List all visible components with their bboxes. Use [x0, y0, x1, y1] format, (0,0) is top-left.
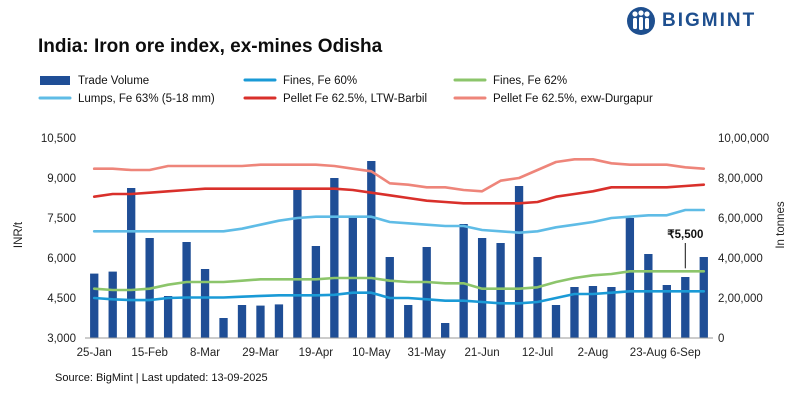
volume-bar	[496, 243, 505, 338]
legend-label: Lumps, Fe 63% (5-18 mm)	[78, 93, 215, 105]
volume-bar	[551, 305, 561, 338]
x-tick-label: 23-Aug	[630, 347, 667, 359]
bigmint-logo: BIGMINT	[626, 6, 756, 36]
legend-item-lumps63: Lumps, Fe 63% (5-18 mm)	[38, 93, 215, 105]
legend-label: Trade Volume	[78, 75, 149, 87]
volume-bar	[681, 277, 690, 338]
pellet_ltw-line	[92, 183, 706, 205]
volume-bar	[422, 247, 431, 338]
x-tick-label: 15-Feb	[131, 347, 167, 359]
volume-bar	[404, 305, 413, 338]
y2-tick-label: 6,00,000	[718, 213, 763, 225]
y-axis-title: INR/t	[13, 221, 25, 248]
volume-bar	[293, 189, 302, 338]
x-tick-label: 19-Apr	[299, 347, 334, 359]
axes: 3,000 4,500 6,000 7,500 9,000 10,500 0 2,00,000…	[41, 133, 769, 359]
volume-bar	[200, 269, 210, 338]
legend-swatch	[40, 76, 70, 85]
bigmint-logo-icon	[627, 7, 655, 35]
volume-bar	[330, 178, 339, 338]
y2-tick-label: 0	[718, 333, 724, 345]
volume-bar	[274, 304, 284, 338]
volume-bar	[256, 305, 265, 338]
x-tick-label: 25-Jan	[77, 347, 112, 359]
volume-bar	[182, 242, 191, 338]
volume-bar	[570, 287, 579, 338]
legend-label: Pellet Fe 62.5%, LTW-Barbil	[283, 93, 427, 105]
volume-bar	[219, 318, 228, 338]
legend-label: Fines, Fe 60%	[283, 75, 357, 87]
y-tick-label: 6,000	[47, 253, 76, 265]
y-tick-label: 3,000	[47, 333, 76, 345]
x-tick-label: 31-May	[408, 347, 447, 359]
volume-bar	[644, 254, 653, 338]
volume-bar	[588, 286, 598, 338]
volume-bar	[699, 257, 708, 338]
volume-bar	[625, 218, 635, 338]
legend-item-pellet_exw: Pellet Fe 62.5%, exw-Durgapur	[453, 93, 653, 105]
volume-bar	[514, 186, 524, 338]
volume-bar	[90, 273, 99, 338]
source-note: Source: BigMint | Last updated: 13-09-20…	[55, 372, 268, 384]
volume-bar	[459, 224, 468, 338]
legend-label: Fines, Fe 62%	[493, 75, 567, 87]
x-tick-label: 12-Jul	[522, 347, 553, 359]
pellet_exw-line	[92, 158, 706, 193]
y-tick-label: 10,500	[41, 133, 76, 145]
volume-bar	[127, 188, 136, 338]
legend-item-pellet_ltw: Pellet Fe 62.5%, LTW-Barbil	[243, 93, 427, 105]
volume-bar	[237, 305, 247, 338]
legend-item-fines62: Fines, Fe 62%	[453, 75, 567, 87]
volume-bar	[108, 271, 117, 338]
y2-tick-label: 10,00,000	[718, 133, 769, 145]
fines62-line	[92, 269, 706, 292]
price-annotation: ₹5,500	[667, 229, 703, 241]
y2-tick-label: 2,00,000	[718, 293, 763, 305]
volume-bar	[163, 296, 173, 338]
y-tick-label: 7,500	[47, 213, 76, 225]
volume-bar	[441, 323, 450, 338]
legend-item-volume: Trade Volume	[40, 75, 149, 87]
legend-label: Pellet Fe 62.5%, exw-Durgapur	[493, 93, 653, 105]
y-tick-label: 4,500	[47, 293, 76, 305]
lumps63-line	[92, 208, 706, 234]
x-tick-label: 21-Jun	[465, 347, 500, 359]
x-tick-label: 29-Mar	[242, 347, 279, 359]
volume-bar	[662, 285, 671, 338]
legend: Trade Volume Fines, Fe 60% Fines, Fe 62% Lu…	[38, 75, 653, 105]
volume-bar	[311, 246, 321, 338]
x-tick-label: 8-Mar	[190, 347, 220, 359]
volume-bar	[607, 287, 616, 338]
x-tick-label: 6-Sep	[670, 347, 701, 359]
bigmint-logo-text: BIGMINT	[662, 10, 757, 31]
x-tick-label: 2-Aug	[578, 347, 609, 359]
fines60-line	[92, 289, 706, 305]
y2-axis-title: In tonnes	[775, 201, 787, 249]
y2-tick-label: 4,00,000	[718, 253, 763, 265]
y2-tick-label: 8,00,000	[718, 173, 763, 185]
legend-item-fines60: Fines, Fe 60%	[243, 75, 357, 87]
volume-bar	[533, 257, 542, 338]
price-lines	[92, 158, 706, 305]
y-tick-label: 9,000	[47, 173, 76, 185]
volume-bar	[367, 161, 376, 338]
chart-title: India: Iron ore index, ex-mines Odisha	[38, 36, 383, 57]
plot-area	[90, 158, 708, 338]
x-tick-label: 10-May	[352, 347, 391, 359]
